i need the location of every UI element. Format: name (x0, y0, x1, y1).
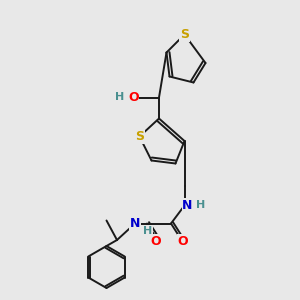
Text: O: O (151, 235, 161, 248)
Text: H: H (143, 226, 152, 236)
Text: S: S (135, 130, 144, 143)
Text: N: N (130, 217, 140, 230)
Text: H: H (116, 92, 124, 103)
Text: H: H (196, 200, 206, 211)
Text: O: O (178, 235, 188, 248)
Text: O: O (128, 91, 139, 104)
Text: S: S (180, 28, 189, 41)
Text: N: N (182, 199, 193, 212)
